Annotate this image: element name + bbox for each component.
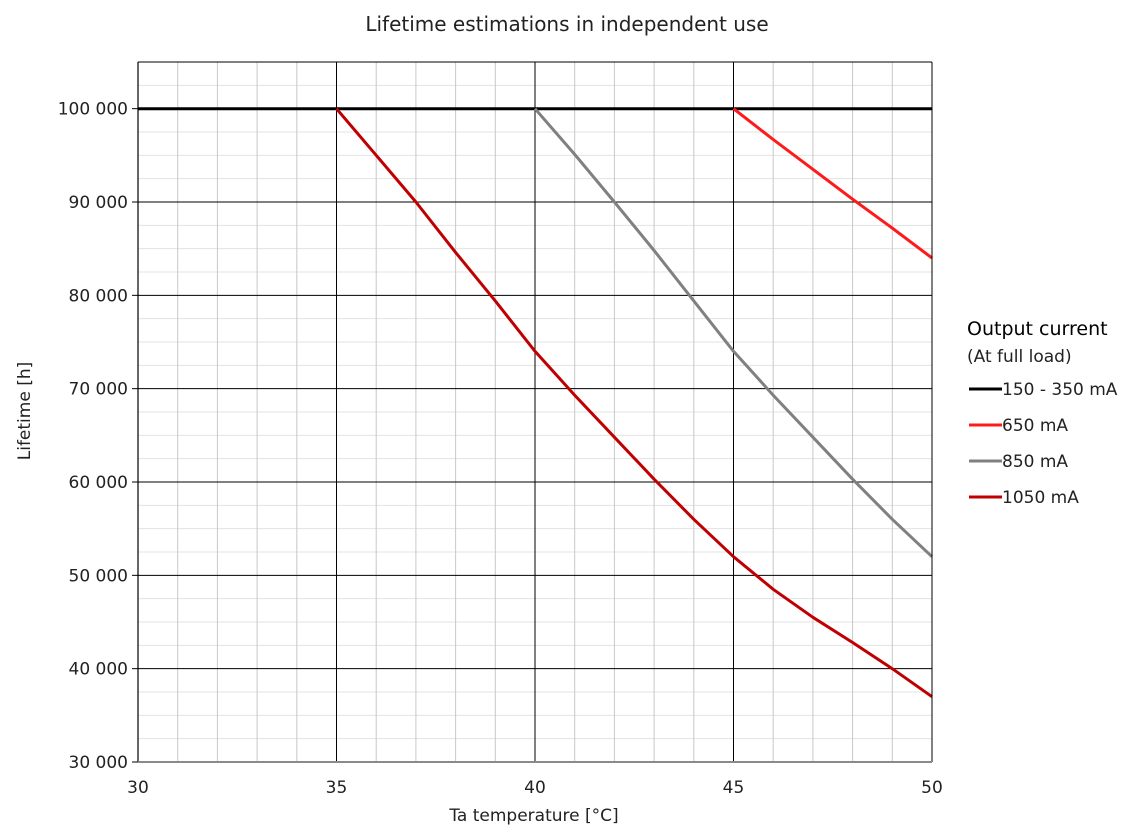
- y-tick-label: 80 000: [69, 286, 128, 306]
- axes: [132, 61, 933, 763]
- y-tick-label: 90 000: [69, 193, 128, 213]
- legend-subtitle: (At full load): [967, 347, 1072, 367]
- y-tick-label: 30 000: [69, 753, 128, 773]
- x-tick-label: 45: [723, 778, 745, 798]
- y-tick-label: 50 000: [69, 566, 128, 586]
- legend-title: Output current: [967, 318, 1108, 340]
- series-line: [335, 107, 933, 698]
- legend-items: 150 - 350 mA 650 mA 850 mA 1050 mA: [969, 380, 1118, 508]
- legend-item-label: 1050 mA: [1002, 488, 1079, 508]
- y-axis-title: Lifetime [h]: [15, 362, 35, 461]
- x-tick-label: 50: [921, 778, 943, 798]
- legend-item-label: 650 mA: [1002, 416, 1068, 436]
- series-line: [732, 107, 933, 260]
- tick-labels: 30 000 40 000 50 000 60 000 70 000 80 000 90 0…: [58, 100, 943, 798]
- legend: Output current (At full load) 150 - 350 …: [967, 318, 1118, 508]
- grid: [138, 61, 932, 762]
- x-tick-label: 40: [524, 778, 546, 798]
- legend-item-label: 850 mA: [1002, 452, 1068, 472]
- y-tick-label: 60 000: [69, 473, 128, 493]
- legend-item-label: 150 - 350 mA: [1002, 380, 1118, 400]
- chart-title: Lifetime estimations in independent use: [365, 12, 768, 36]
- y-tick-label: 100 000: [58, 100, 128, 120]
- y-tick-label: 70 000: [69, 380, 128, 400]
- series-line: [533, 107, 934, 558]
- x-axis-title: Ta temperature [°C]: [448, 806, 618, 826]
- series-lines: [138, 107, 934, 698]
- x-tick-label: 35: [326, 778, 348, 798]
- x-tick-label: 30: [127, 778, 149, 798]
- y-tick-label: 40 000: [69, 660, 128, 680]
